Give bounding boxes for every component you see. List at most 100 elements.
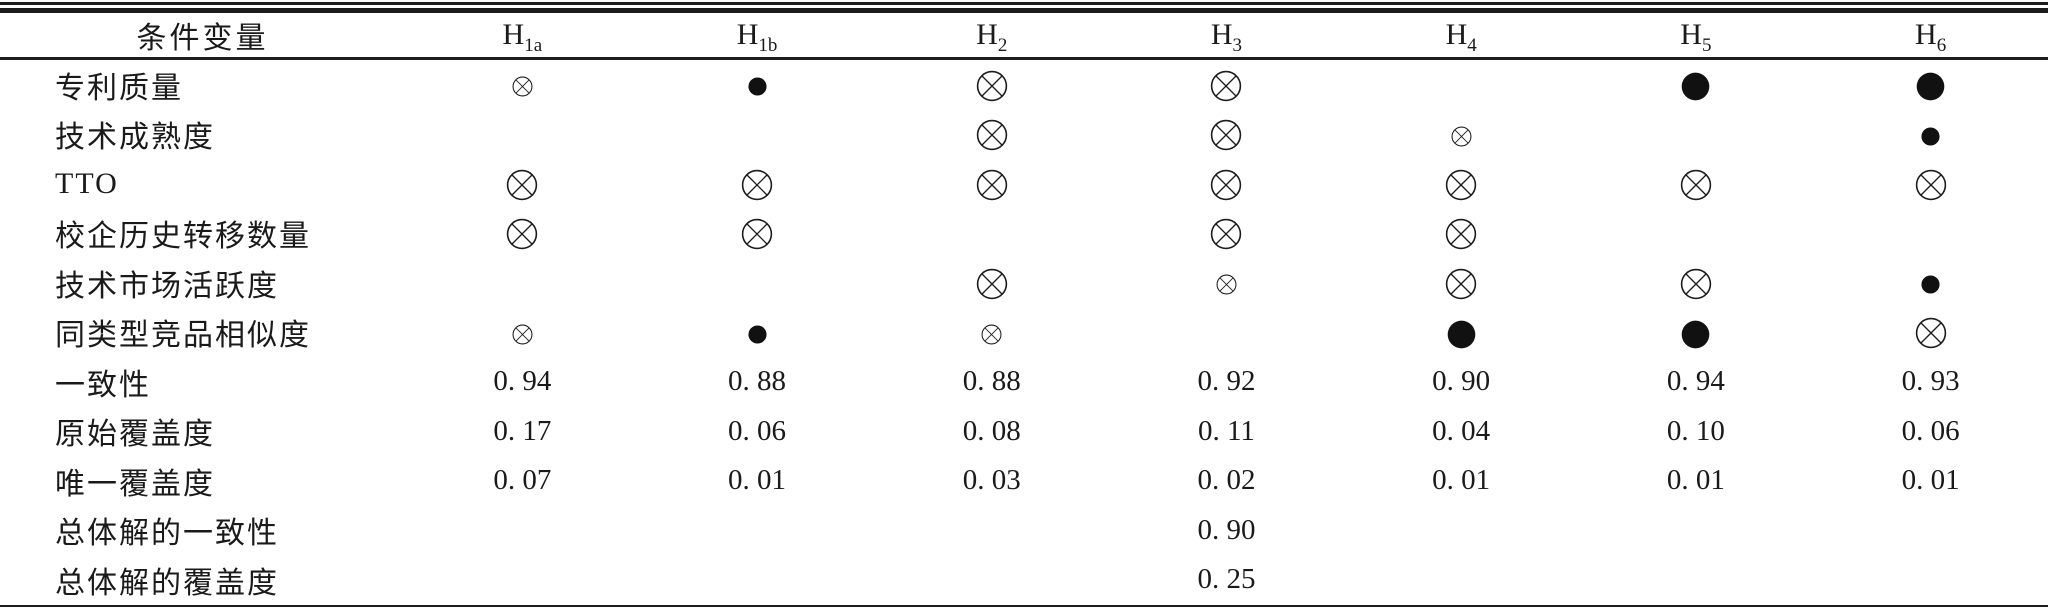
cell-overall-solution-coverage-h5 — [1579, 555, 1814, 605]
header-config-h1b: H1b — [639, 13, 875, 60]
cell-overall-solution-consistency-h6 — [1813, 506, 2048, 556]
table-row-overall-solution-coverage: 总体解的覆盖度 0. 25 — [0, 555, 2048, 605]
large-circle-cross-icon — [1210, 119, 1242, 151]
row-label-overall-solution-consistency: 总体解的一致性 — [55, 517, 279, 551]
header-config-h5: H5 — [1578, 13, 1814, 60]
large-circle-cross-icon — [1210, 169, 1242, 201]
table-header: 条件变量 H1a H1b H2 H3 H4 H5 H6 — [0, 13, 2048, 60]
cell-consistency-h2: 0. 88 — [962, 365, 1021, 398]
header-subscript-h1a: 1a — [524, 35, 543, 56]
cell-tech-maturity-h6 — [1813, 110, 2048, 160]
top-thick-rule — [0, 8, 2048, 13]
cell-tto-h6 — [1813, 159, 2048, 209]
cell-overall-solution-consistency-h2 — [874, 506, 1109, 556]
cell-overall-solution-coverage-h1a — [405, 555, 640, 605]
small-filled-circle-icon — [747, 325, 767, 344]
cell-tech-maturity-h1b — [640, 110, 875, 160]
cell-raw-coverage-h3: 0. 11 — [1197, 414, 1255, 447]
row-label-tech-maturity: 技术成熟度 — [55, 121, 215, 155]
cell-tech-market-activity-h2 — [874, 258, 1109, 308]
cell-tto-h5 — [1579, 159, 1814, 209]
cell-tech-maturity-h3 — [1109, 110, 1344, 160]
large-circle-cross-icon — [1915, 317, 1947, 349]
cell-tech-maturity-h1a — [405, 110, 640, 160]
top-thin-rule — [0, 2, 2048, 5]
cell-school-firm-transfer-count-h1a — [405, 209, 640, 259]
cell-overall-solution-coverage-h6 — [1813, 555, 2048, 605]
small-circle-cross-icon — [512, 324, 533, 345]
cell-competitor-similarity-h6 — [1813, 308, 2048, 358]
cell-patent-quality-h2 — [874, 59, 1109, 110]
cell-tto-h2 — [874, 159, 1109, 209]
cell-competitor-similarity-h4 — [1344, 308, 1579, 358]
large-circle-cross-icon — [1680, 268, 1712, 300]
table-row-unique-coverage: 唯一覆盖度 0. 07 0. 01 0. 03 0. 02 0. 01 0. 01 0. 01 — [0, 456, 2048, 506]
row-label-tto: TTO — [55, 166, 119, 200]
large-circle-cross-icon — [976, 70, 1008, 102]
small-filled-circle-icon — [1921, 275, 1940, 294]
cell-overall-solution-consistency-h3: 0. 90 — [1197, 513, 1256, 546]
cell-patent-quality-h5 — [1579, 59, 1814, 110]
cell-consistency-h4: 0. 90 — [1432, 365, 1491, 398]
large-circle-cross-icon — [741, 218, 773, 250]
cell-raw-coverage-h1a: 0. 17 — [493, 414, 552, 447]
large-circle-cross-icon — [1445, 218, 1477, 250]
small-filled-circle-icon — [747, 77, 767, 96]
row-label-patent-quality: 专利质量 — [55, 71, 183, 105]
cell-overall-solution-coverage-h4 — [1344, 555, 1579, 605]
cell-patent-quality-h4 — [1344, 59, 1579, 110]
cell-overall-solution-consistency-h1a — [405, 506, 640, 556]
header-config-h2: H2 — [874, 13, 1110, 60]
cell-consistency-h3: 0. 92 — [1197, 365, 1256, 398]
cell-overall-solution-consistency-h4 — [1344, 506, 1579, 556]
header-subscript-h2: 2 — [997, 35, 1008, 56]
cell-raw-coverage-h4: 0. 04 — [1432, 414, 1491, 447]
header-subscript-h3: 3 — [1232, 35, 1243, 56]
cell-school-firm-transfer-count-h3 — [1109, 209, 1344, 259]
row-label-consistency: 一致性 — [55, 368, 151, 402]
table-row-overall-solution-consistency: 总体解的一致性 0. 90 — [0, 506, 2048, 556]
cell-unique-coverage-h5: 0. 01 — [1666, 464, 1725, 497]
cell-patent-quality-h1b — [640, 59, 875, 110]
cell-tech-market-activity-h1b — [640, 258, 875, 308]
cell-patent-quality-h1a — [405, 59, 640, 110]
cell-patent-quality-h3 — [1109, 59, 1344, 110]
large-filled-circle-icon — [1916, 72, 1945, 101]
cell-raw-coverage-h2: 0. 08 — [962, 414, 1021, 447]
large-circle-cross-icon — [1210, 218, 1242, 250]
cell-unique-coverage-h1a: 0. 07 — [493, 464, 552, 497]
cell-school-firm-transfer-count-h6 — [1813, 209, 2048, 259]
cell-unique-coverage-h4: 0. 01 — [1432, 464, 1491, 497]
large-circle-cross-icon — [976, 268, 1008, 300]
cell-consistency-h6: 0. 93 — [1901, 365, 1960, 398]
cell-overall-solution-consistency-h5 — [1579, 506, 1814, 556]
header-condition-variable: 条件变量 — [0, 13, 405, 60]
cell-consistency-h5: 0. 94 — [1666, 365, 1725, 398]
cell-school-firm-transfer-count-h5 — [1579, 209, 1814, 259]
row-label-raw-coverage: 原始覆盖度 — [55, 418, 215, 452]
header-subscript-h5: 5 — [1701, 35, 1712, 56]
row-label-school-firm-transfer-count: 校企历史转移数量 — [55, 220, 311, 254]
cell-consistency-h1b: 0. 88 — [728, 365, 787, 398]
small-circle-cross-icon — [1216, 274, 1237, 295]
cell-competitor-similarity-h1a — [405, 308, 640, 358]
cell-overall-solution-consistency-h1b — [640, 506, 875, 556]
cell-tto-h4 — [1344, 159, 1579, 209]
row-label-tech-market-activity: 技术市场活跃度 — [55, 269, 279, 303]
cell-tto-h1a — [405, 159, 640, 209]
table-row-competitor-similarity: 同类型竞品相似度 — [0, 308, 2048, 358]
table-row-raw-coverage: 原始覆盖度 0. 17 0. 06 0. 08 0. 11 0. 04 0. 10 0. 06 — [0, 407, 2048, 457]
table-row-tto: TTO — [0, 159, 2048, 209]
large-circle-cross-icon — [1680, 169, 1712, 201]
cell-overall-solution-coverage-h2 — [874, 555, 1109, 605]
cell-consistency-h1a: 0. 94 — [493, 365, 552, 398]
row-label-unique-coverage: 唯一覆盖度 — [55, 467, 215, 501]
cell-tech-maturity-h4 — [1344, 110, 1579, 160]
table-body: 专利质量技术成熟度 TTO 校企历史转移数量 技术市场活跃度同类型竞品相似度一致性 0.… — [0, 59, 2048, 605]
cell-school-firm-transfer-count-h1b — [640, 209, 875, 259]
large-circle-cross-icon — [976, 169, 1008, 201]
cell-tech-maturity-h2 — [874, 110, 1109, 160]
header-subscript-h6: 6 — [1936, 35, 1947, 56]
large-circle-cross-icon — [1445, 169, 1477, 201]
large-circle-cross-icon — [506, 218, 538, 250]
